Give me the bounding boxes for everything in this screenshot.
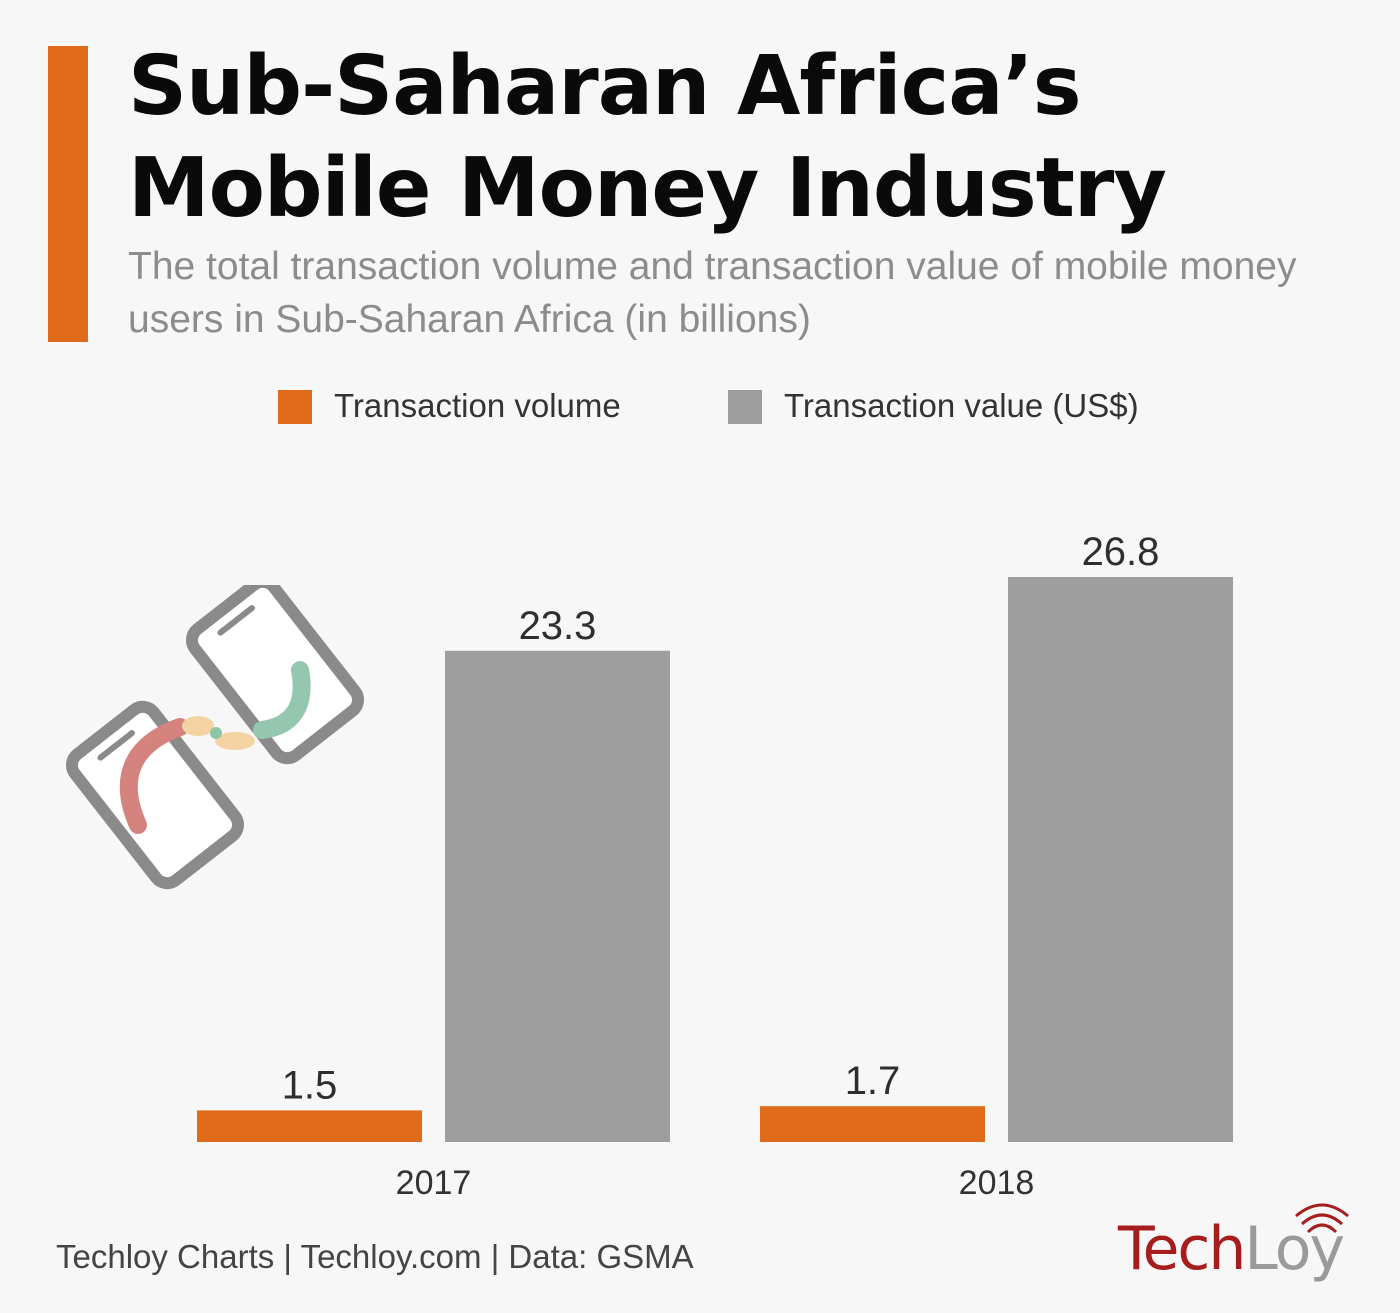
source-footnote: Techloy Charts | Techloy.com | Data: GSM… [56,1238,694,1275]
data-label-value-2018: 26.8 [1082,530,1160,574]
bar-volume-2017 [197,1110,422,1142]
accent-bar [48,46,88,342]
chart-title: Sub-Saharan Africa’s Mobile Money Indust… [128,36,1368,240]
legend-label-value: Transaction value (US$) [784,387,1139,424]
wifi-signal-icon [1295,1203,1349,1234]
data-label-value-2017: 23.3 [519,604,597,648]
mobile-money-transfer-icon [65,585,365,890]
legend: Transaction volume Transaction value (US… [0,384,1400,434]
bar-value-2017 [445,650,670,1142]
bar-value-2018 [1008,577,1233,1142]
legend-swatch-volume [278,390,312,424]
title-line-2: Mobile Money Industry [128,141,1167,236]
title-line-1: Sub-Saharan Africa’s [128,39,1082,134]
techloy-logo: TechLoy [1118,1200,1378,1300]
legend-swatch-value [728,390,762,424]
logo-text-tech: Tech [1118,1214,1246,1284]
logo-text: TechLoy [1118,1214,1345,1284]
legend-label-volume: Transaction volume [334,387,621,424]
data-label-volume-2018: 1.7 [845,1059,901,1103]
bar-volume-2018 [760,1106,985,1142]
logo-text-loy: Loy [1244,1214,1345,1284]
x-tick-label-2017: 2017 [396,1164,472,1202]
data-label-volume-2017: 1.5 [282,1063,338,1107]
chart-subtitle: The total transaction volume and transac… [128,245,1297,341]
x-tick-label-2018: 2018 [959,1164,1035,1202]
